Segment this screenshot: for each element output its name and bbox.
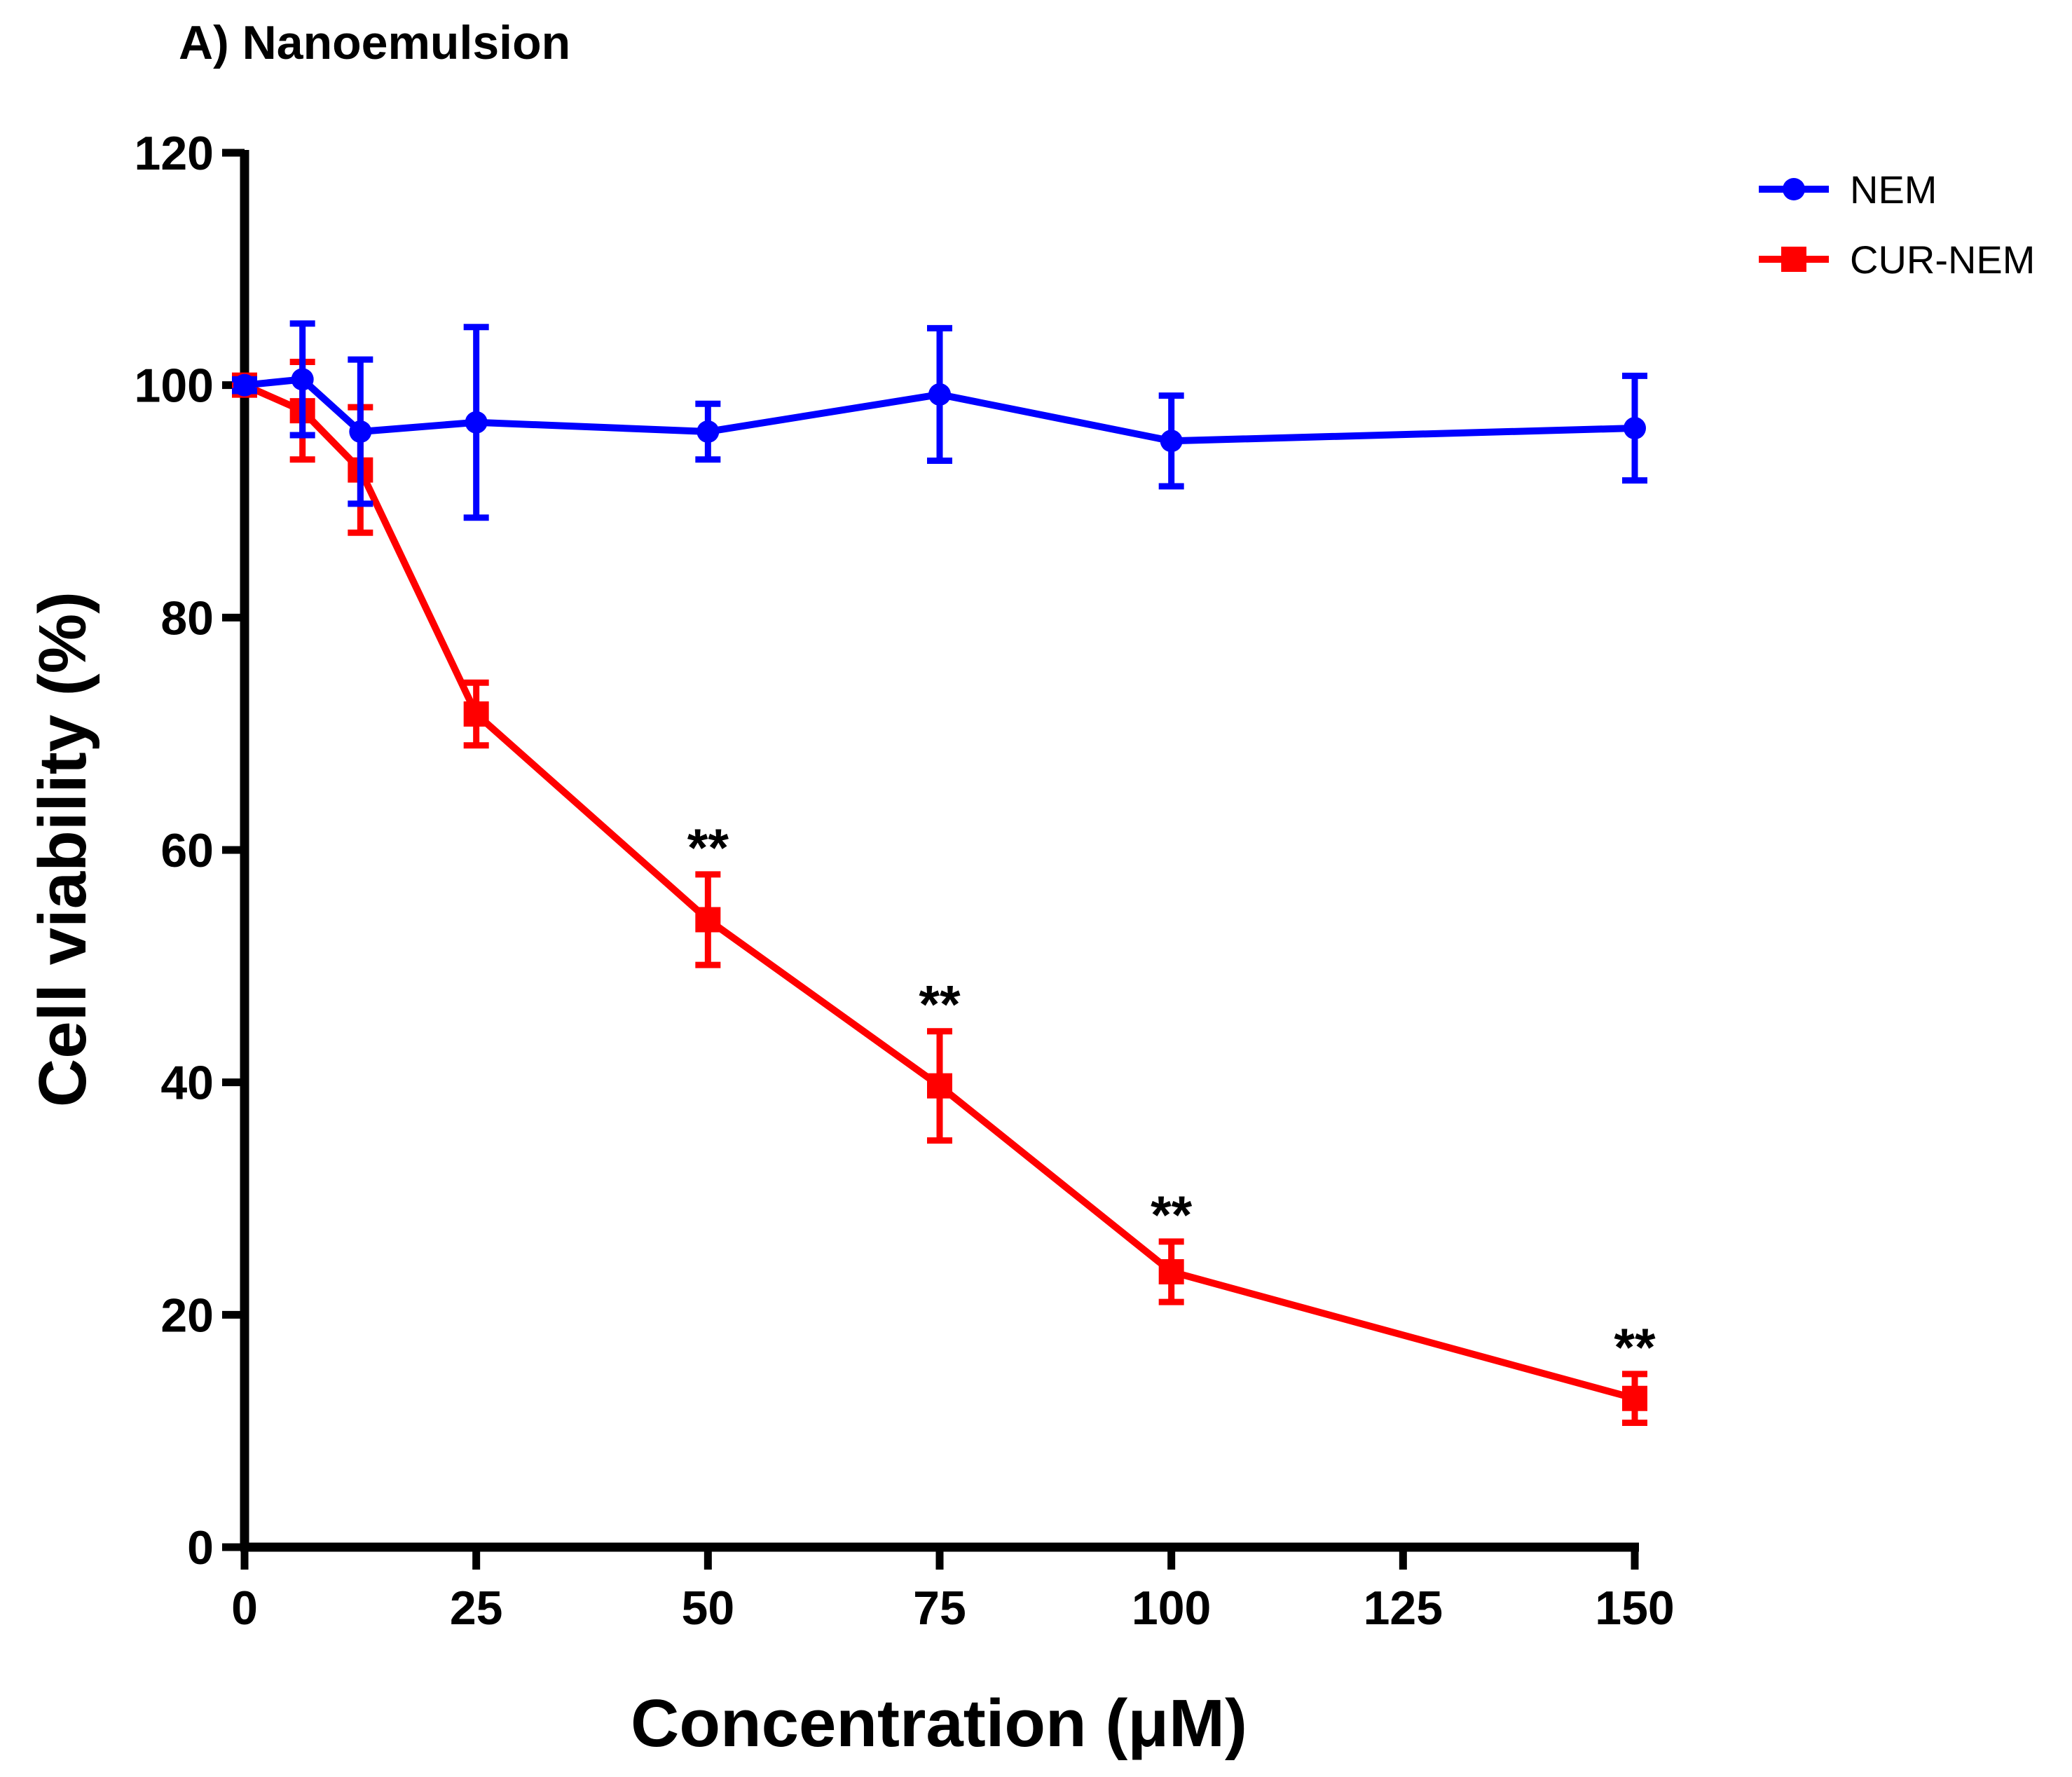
legend-item-nem: NEM bbox=[1759, 167, 1937, 212]
data-point bbox=[291, 368, 314, 391]
data-point bbox=[463, 701, 489, 727]
y-tick-label: 100 bbox=[135, 359, 214, 413]
series-nem bbox=[232, 320, 1647, 521]
y-tick-label: 120 bbox=[135, 127, 214, 180]
significance-marker: ** bbox=[687, 818, 729, 878]
y-tick-label: 60 bbox=[160, 824, 214, 877]
y-tick-label: 20 bbox=[160, 1289, 214, 1342]
y-tick-label: 40 bbox=[160, 1057, 214, 1110]
data-point bbox=[695, 907, 721, 933]
data-point bbox=[927, 1073, 952, 1099]
x-tick-label: 100 bbox=[1132, 1582, 1211, 1635]
legend-item-cur-nem: CUR-NEM bbox=[1759, 238, 2035, 282]
legend: NEM CUR-NEM bbox=[1759, 167, 2035, 282]
data-point bbox=[349, 420, 372, 443]
y-axis: 0 20 40 60 80 100 120 bbox=[135, 127, 249, 1574]
data-point bbox=[928, 383, 951, 406]
series-cur-nem: ** ** ** ** bbox=[232, 359, 1656, 1427]
series-layer: ** ** ** ** bbox=[232, 320, 1656, 1427]
data-point bbox=[1160, 430, 1183, 453]
series-line-nem bbox=[244, 376, 1635, 445]
x-tick-label: 150 bbox=[1595, 1582, 1674, 1635]
x-tick-label: 50 bbox=[682, 1582, 735, 1635]
y-tick-label: 0 bbox=[187, 1521, 214, 1574]
data-point bbox=[697, 420, 720, 443]
series-line-cur-nem bbox=[242, 382, 1636, 1402]
legend-label: CUR-NEM bbox=[1850, 238, 2035, 282]
legend-marker bbox=[1783, 178, 1805, 200]
chart-title: A) Nanoemulsion bbox=[179, 16, 570, 69]
x-tick-label: 0 bbox=[231, 1582, 258, 1635]
data-point bbox=[1622, 1385, 1647, 1411]
x-tick-label: 25 bbox=[450, 1582, 503, 1635]
x-tick-label: 75 bbox=[913, 1582, 966, 1635]
legend-label: NEM bbox=[1850, 167, 1937, 212]
y-axis-label: Cell viability (%) bbox=[25, 591, 100, 1107]
significance-marker: ** bbox=[1614, 1318, 1656, 1378]
data-point bbox=[465, 411, 488, 434]
x-axis: 0 25 50 75 100 125 150 bbox=[231, 1542, 1675, 1635]
significance-marker: ** bbox=[919, 975, 961, 1035]
data-point bbox=[1158, 1258, 1184, 1284]
legend-marker bbox=[1781, 247, 1806, 272]
x-tick-label: 125 bbox=[1364, 1582, 1443, 1635]
data-point bbox=[1624, 417, 1646, 440]
data-point bbox=[233, 373, 256, 397]
x-axis-label: Concentration (μM) bbox=[631, 1686, 1247, 1761]
significance-marker: ** bbox=[1151, 1186, 1193, 1245]
y-tick-label: 80 bbox=[160, 591, 214, 645]
